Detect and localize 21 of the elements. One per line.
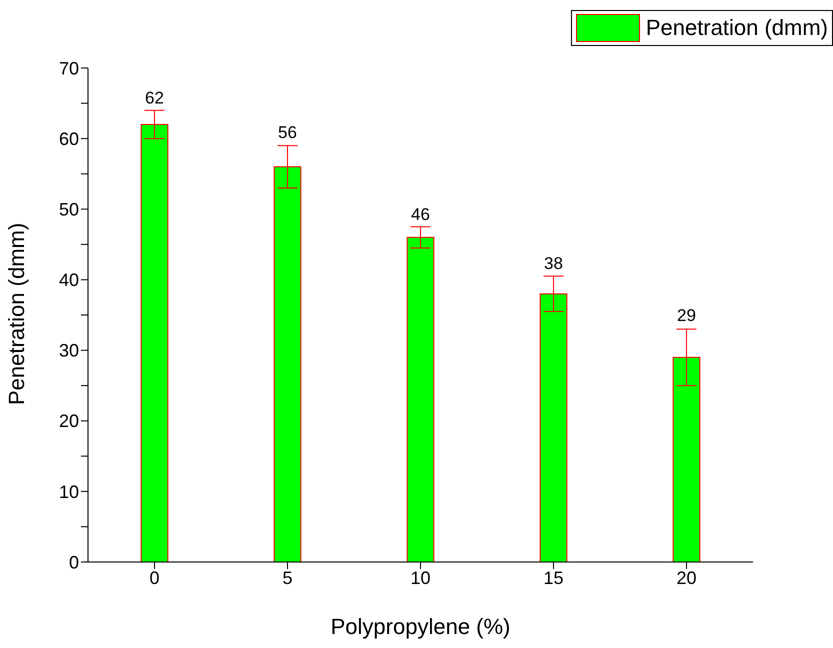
data-label: 38 [544, 254, 563, 273]
x-tick-label: 5 [282, 568, 293, 588]
y-axis-title: Penetration (dmm) [4, 222, 29, 405]
x-tick-label: 15 [543, 568, 564, 588]
x-tick-label: 20 [676, 568, 697, 588]
y-tick-label: 50 [58, 200, 79, 220]
x-axis-title: Polypropylene (%) [330, 614, 510, 639]
y-tick-label: 70 [58, 58, 79, 78]
y-tick-label: 30 [58, 340, 79, 361]
data-label: 56 [278, 123, 297, 142]
data-label: 29 [677, 306, 696, 326]
y-tick-label: 20 [58, 411, 79, 432]
x-tick-label: 0 [149, 568, 160, 588]
x-tick-label: 10 [410, 568, 431, 588]
y-tick-label: 60 [58, 128, 79, 149]
data-label: 46 [411, 205, 430, 224]
legend-label: Penetration (dmm) [646, 15, 828, 41]
y-tick-label: 0 [68, 552, 79, 572]
y-tick-label: 10 [58, 482, 79, 502]
y-tick-label: 40 [58, 270, 79, 290]
data-label: 62 [145, 88, 164, 108]
